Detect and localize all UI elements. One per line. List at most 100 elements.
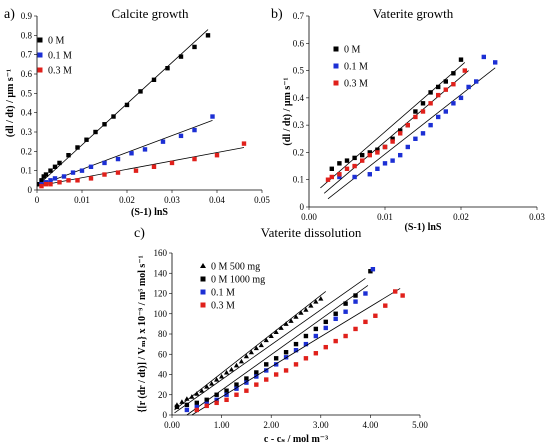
data-point: [61, 174, 67, 179]
data-point: [367, 172, 372, 177]
data-point: [151, 77, 157, 82]
chart-title: Vaterite dissolution: [261, 225, 362, 240]
data-point: [111, 114, 116, 119]
legend-label: 0 M 1000 mg: [211, 275, 265, 286]
panel-label: a): [4, 7, 15, 22]
legend-label: 0.1 M: [48, 51, 72, 62]
data-point: [241, 141, 247, 146]
data-point: [169, 160, 175, 166]
data-point: [390, 136, 395, 141]
series-03-M: 0.3 M: [36, 66, 247, 189]
y-tick-label: 20: [158, 390, 168, 400]
data-point: [398, 128, 403, 133]
x-tick-label: 0.02: [119, 195, 135, 205]
x-tick-label: 0.01: [74, 195, 90, 205]
data-point: [273, 362, 279, 367]
data-point: [368, 269, 373, 274]
data-point: [481, 54, 486, 60]
y-tick-label: 0: [163, 410, 168, 420]
data-point: [474, 79, 479, 84]
y-tick-label: 0.4: [21, 108, 33, 118]
data-point: [142, 147, 148, 152]
data-point: [353, 293, 358, 298]
data-point: [184, 402, 190, 408]
chart-panel-1: a) Calcite growth 0 0.01 0.02 0.03 0.04 0.05 0 0.…: [4, 6, 270, 218]
data-point: [199, 388, 205, 393]
data-point: [323, 325, 328, 331]
y-tick-label: 0: [300, 202, 305, 212]
fit-line: [36, 147, 245, 187]
legend-label: 0.1 M: [344, 62, 368, 73]
data-point: [273, 372, 279, 377]
data-point: [293, 362, 299, 367]
data-point: [313, 326, 319, 332]
data-point: [303, 307, 309, 312]
data-point: [219, 373, 225, 379]
data-point: [398, 131, 403, 136]
data-point: [273, 329, 279, 334]
data-point: [443, 109, 448, 114]
chart-panel-2: b) Vaterite growth 0.00 0.01 0.02 0.03 0 0.1 0.2…: [271, 6, 545, 233]
data-point: [138, 89, 143, 94]
chart-title: Calcite growth: [112, 6, 189, 21]
data-point: [41, 174, 46, 179]
data-point: [52, 164, 58, 169]
fit-line: [191, 288, 401, 416]
y-tick-label: 0.7: [293, 11, 305, 21]
data-point: [343, 301, 348, 306]
data-point: [124, 102, 130, 108]
data-point: [398, 152, 403, 158]
data-point: [233, 362, 240, 368]
data-point: [313, 299, 319, 304]
data-point: [192, 156, 197, 162]
data-point: [329, 166, 334, 171]
data-point: [84, 137, 89, 142]
y-axis-label: {[r (dr / dt)] / Vₘ} x 10⁻⁹ / m⁵ mol s⁻¹: [137, 255, 148, 412]
y-tick-label: 0.4: [293, 93, 305, 103]
data-point: [178, 54, 184, 59]
legend-marker: [37, 52, 43, 58]
data-point: [165, 66, 170, 71]
x-axis-label: c - cₛ / mol m⁻³: [264, 434, 328, 445]
data-point: [178, 133, 184, 139]
data-point: [420, 101, 426, 106]
data-point: [258, 342, 264, 348]
data-point: [254, 370, 259, 375]
data-point: [48, 178, 53, 183]
data-point: [313, 351, 319, 356]
data-point: [174, 404, 180, 410]
data-point: [133, 168, 139, 173]
data-point: [293, 341, 299, 347]
y-tick-label: 40: [158, 370, 168, 380]
data-point: [37, 182, 42, 187]
data-point: [254, 382, 259, 387]
data-point: [224, 397, 229, 403]
x-tick-label: 0.05: [254, 195, 270, 205]
data-point: [264, 368, 269, 373]
data-point: [228, 366, 235, 372]
data-point: [254, 374, 259, 379]
data-point: [308, 303, 314, 308]
data-point: [263, 337, 269, 343]
data-point: [493, 60, 498, 65]
legend-marker: [200, 289, 206, 295]
data-point: [244, 376, 249, 381]
data-point: [253, 345, 259, 351]
data-point: [192, 127, 197, 133]
panel-label: b): [271, 7, 283, 22]
data-point: [204, 403, 209, 409]
y-tick-label: 0.1: [293, 175, 304, 185]
y-tick-label: 0.6: [21, 69, 33, 79]
x-tick-label: 0.03: [529, 212, 545, 222]
data-point: [224, 388, 229, 393]
legend-marker: [200, 302, 206, 308]
data-point: [283, 350, 289, 355]
y-tick-label: 0.2: [21, 146, 32, 156]
data-point: [337, 172, 342, 177]
data-point: [352, 174, 357, 180]
x-axis-label: (S-1) lnS: [131, 207, 168, 218]
data-point: [360, 152, 365, 158]
data-point: [268, 333, 274, 339]
series-0-M: 0 M: [320, 45, 466, 189]
data-point: [363, 319, 368, 325]
